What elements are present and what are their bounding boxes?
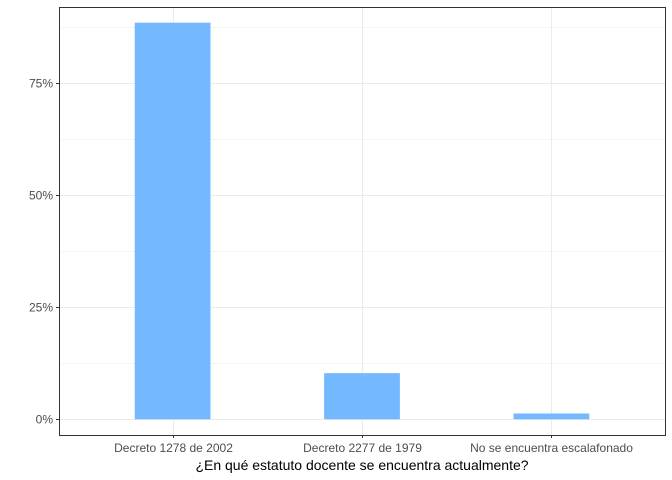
y-tick-label: 75%	[29, 77, 53, 91]
y-tick-label: 25%	[29, 301, 53, 315]
x-tick-label: No se encuentra escalafonado	[470, 441, 633, 455]
bar	[513, 413, 590, 420]
x-axis: Decreto 1278 de 2002 Decreto 2277 de 1979…	[114, 435, 633, 455]
bar	[134, 22, 211, 420]
y-axis: 0% 25% 50% 75%	[29, 77, 59, 427]
bars	[134, 22, 590, 420]
y-tick-label: 0%	[36, 413, 54, 427]
y-tick-label: 50%	[29, 189, 53, 203]
x-tick-label: Decreto 1278 de 2002	[114, 441, 233, 455]
x-tick-label: Decreto 2277 de 1979	[303, 441, 422, 455]
bar	[324, 373, 400, 420]
x-axis-title: ¿En qué estatuto docente se encuentra ac…	[195, 457, 528, 473]
